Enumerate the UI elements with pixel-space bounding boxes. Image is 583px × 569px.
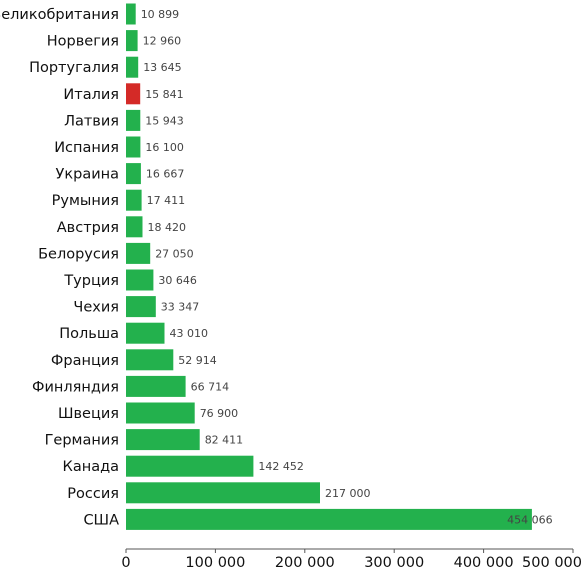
x-tick-label-1: 100 000 (185, 555, 245, 569)
x-tick-label-4: 400 000 (454, 555, 514, 569)
value-label-2: 13 645 (143, 61, 182, 74)
category-label-17: Канада (63, 459, 119, 475)
x-tick-label-5: 500 000 (522, 555, 582, 569)
value-label-7: 17 411 (147, 194, 186, 207)
bar-7 (126, 189, 142, 211)
value-label-14: 66 714 (191, 380, 230, 393)
category-label-6: Украина (56, 167, 119, 183)
category-label-13: Франция (51, 353, 119, 369)
value-label-12: 43 010 (170, 327, 209, 340)
category-label-16: Германия (45, 433, 119, 449)
bars-group (126, 3, 532, 530)
bar-19 (126, 508, 532, 530)
value-label-5: 16 100 (145, 141, 184, 154)
category-label-2: Португалия (29, 60, 119, 76)
value-label-1: 12 960 (143, 35, 182, 48)
bar-15 (126, 402, 195, 424)
category-labels: Великобритания Норвегия Португалия Италия Ла… (0, 7, 119, 528)
value-label-4: 15 943 (145, 114, 184, 127)
bar-18 (126, 482, 320, 504)
bar-8 (126, 216, 143, 238)
x-tick-label-3: 300 000 (364, 555, 424, 569)
category-label-15: Швеция (58, 406, 119, 422)
category-label-8: Австрия (57, 220, 119, 236)
value-label-16: 82 411 (205, 434, 244, 447)
value-label-11: 33 347 (161, 301, 200, 314)
bar-2 (126, 56, 139, 78)
value-label-18: 217 000 (325, 487, 371, 500)
x-tick-label-2: 200 000 (275, 555, 335, 569)
bar-17 (126, 455, 254, 477)
category-label-5: Испания (54, 140, 119, 156)
value-label-3: 15 841 (145, 88, 184, 101)
value-label-0: 10 899 (141, 8, 180, 21)
bar-10 (126, 269, 154, 291)
category-label-1: Норвегия (47, 34, 119, 50)
x-tick-label-0: 0 (121, 555, 130, 569)
category-label-10: Турция (63, 273, 119, 289)
bar-11 (126, 296, 156, 318)
bar-0 (126, 3, 136, 25)
category-label-18: Россия (67, 486, 119, 502)
category-label-3: Италия (63, 87, 119, 103)
bar-12 (126, 322, 165, 344)
bar-13 (126, 349, 174, 371)
value-labels: 10 899 12 960 13 645 15 841 15 943 16 100 16 6… (141, 8, 553, 526)
category-label-4: Латвия (64, 113, 119, 129)
value-label-10: 30 646 (158, 274, 197, 287)
bar-5 (126, 136, 141, 158)
bar-4 (126, 109, 141, 131)
category-label-12: Польша (59, 326, 119, 342)
category-label-0: Великобритания (0, 7, 119, 23)
value-label-19: 454 066 (507, 513, 552, 526)
value-label-15: 76 900 (200, 407, 239, 420)
category-label-19: США (83, 512, 119, 528)
bar-14 (126, 375, 186, 397)
category-label-11: Чехия (73, 300, 119, 316)
value-label-6: 16 667 (146, 168, 185, 181)
value-label-17: 142 452 (258, 460, 304, 473)
category-label-14: Финляндия (32, 379, 119, 395)
bar-9 (126, 242, 151, 264)
value-label-8: 18 420 (148, 221, 187, 234)
bar-1 (126, 30, 138, 52)
bar-3 (126, 83, 141, 105)
value-label-13: 52 914 (178, 354, 217, 367)
x-axis-ticks: 0 100 000 200 000 300 000 400 000 500 000 (121, 549, 582, 569)
category-label-9: Белорусия (38, 246, 119, 262)
value-label-9: 27 050 (155, 247, 194, 260)
bar-6 (126, 163, 141, 185)
category-label-7: Румыния (52, 193, 119, 209)
bar-16 (126, 429, 200, 451)
